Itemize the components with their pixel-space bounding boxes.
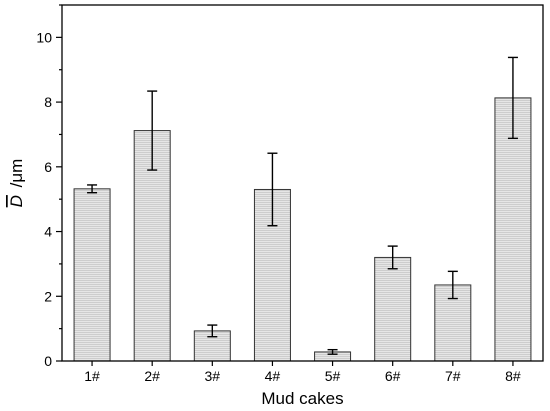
y-tick-label-2: 2 — [44, 288, 52, 304]
x-tick-label-5: 5# — [325, 368, 341, 384]
svg-text:D /μm: D /μm — [7, 159, 26, 208]
bars-group — [73, 97, 532, 362]
x-tick-label-6: 6# — [385, 368, 401, 384]
error-bar-7 — [447, 270, 458, 300]
error-bar-2 — [147, 90, 158, 171]
y-tick-label-4: 4 — [44, 224, 52, 240]
bar-1 — [73, 188, 111, 362]
error-bar-8 — [507, 56, 518, 140]
error-bars-group — [87, 56, 518, 355]
x-tick-label-3: 3# — [205, 368, 221, 384]
error-bar-6 — [387, 245, 398, 270]
y-tick-label-8: 8 — [44, 94, 52, 110]
y-tick-label-6: 6 — [44, 159, 52, 175]
error-bar-3 — [207, 324, 218, 338]
y-tick-label-10: 10 — [36, 29, 52, 45]
plot-frame — [61, 4, 544, 362]
error-bar-1 — [87, 184, 98, 194]
x-tick-label-7: 7# — [445, 368, 461, 384]
y-axis-title-symbol: D — [7, 195, 26, 207]
y-tick-label-0: 0 — [44, 353, 52, 369]
x-tick-label-8: 8# — [505, 368, 521, 384]
x-axis: 1# 2# 3# 4# 5# 6# 7# 8# — [84, 361, 521, 384]
error-bar-5 — [327, 348, 338, 355]
bar-6 — [374, 256, 412, 362]
error-bar-4 — [267, 152, 278, 227]
x-tick-label-1: 1# — [84, 368, 100, 384]
x-tick-label-2: 2# — [144, 368, 160, 384]
y-axis: 0 2 4 6 8 10 — [36, 4, 62, 369]
y-axis-title: D /μm — [7, 159, 26, 208]
y-axis-title-unit: /μm — [7, 159, 26, 188]
x-tick-label-4: 4# — [265, 368, 281, 384]
x-axis-title: Mud cakes — [261, 389, 343, 408]
